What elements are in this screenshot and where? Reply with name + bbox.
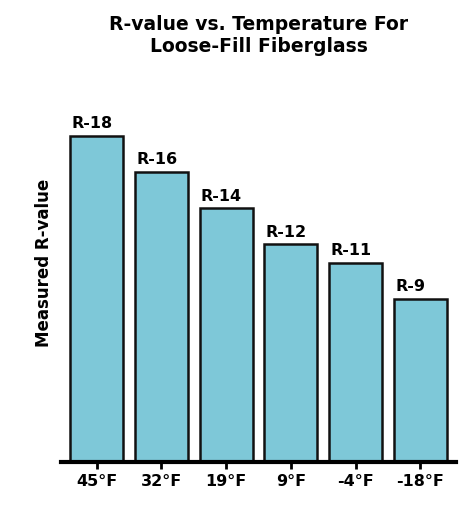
Y-axis label: Measured R-value: Measured R-value: [35, 178, 53, 346]
Text: R-18: R-18: [71, 116, 113, 131]
Text: R-11: R-11: [330, 243, 371, 258]
Text: R-9: R-9: [395, 279, 425, 294]
Bar: [70, 135, 123, 462]
Bar: [135, 172, 188, 462]
Bar: [200, 208, 253, 462]
Bar: [394, 299, 447, 462]
Title: R-value vs. Temperature For
Loose-Fill Fiberglass: R-value vs. Temperature For Loose-Fill F…: [109, 15, 408, 56]
Text: R-16: R-16: [136, 152, 177, 167]
Bar: [264, 244, 317, 462]
Bar: [329, 262, 382, 462]
Text: R-12: R-12: [266, 225, 307, 240]
Text: R-14: R-14: [201, 188, 242, 204]
